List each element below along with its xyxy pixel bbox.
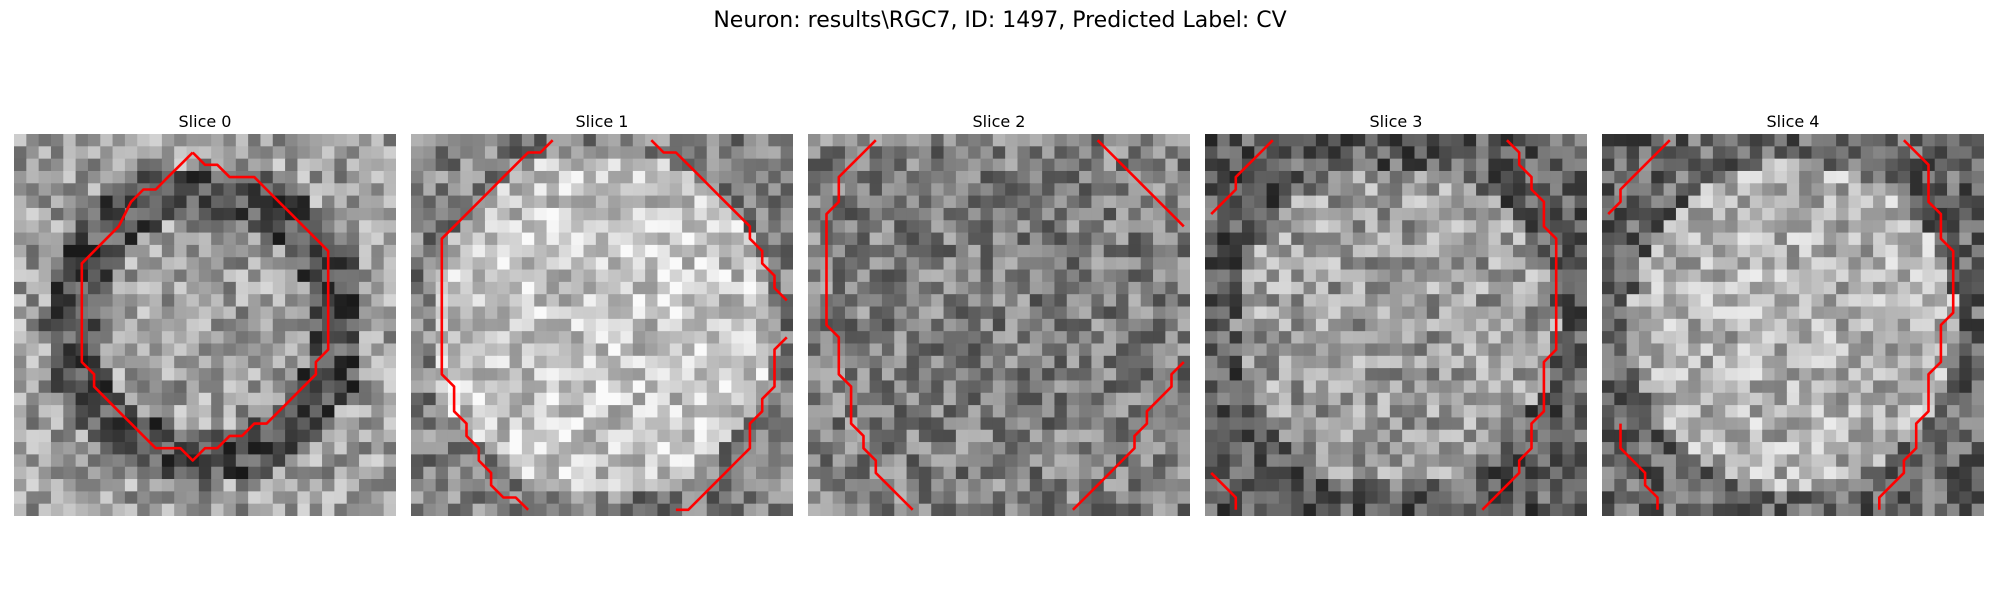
- slice-title-2: Slice 2: [972, 112, 1026, 131]
- contour-line-0-0: [80, 151, 330, 462]
- contour-line-1-0: [440, 139, 554, 511]
- slice-title-0: Slice 0: [178, 112, 232, 131]
- contour-line-4-1: [1877, 139, 1955, 510]
- contour-line-1-2: [675, 336, 788, 512]
- contour-line-3-2: [1210, 471, 1238, 510]
- contour-line-2-2: [1071, 361, 1185, 511]
- slice-title-1: Slice 1: [575, 112, 629, 131]
- contour-line-3-0: [1210, 139, 1274, 216]
- slice-panel-3: Slice 3: [1205, 110, 1587, 516]
- contour-line-3-1: [1481, 139, 1558, 511]
- contour-line-2-1: [1096, 139, 1185, 228]
- slice-title-3: Slice 3: [1369, 112, 1423, 131]
- slice-panel-4: Slice 4: [1602, 110, 1984, 516]
- slice-title-4: Slice 4: [1766, 112, 1820, 131]
- slice-panel-1: Slice 1: [411, 110, 793, 516]
- slice-image-0: [14, 134, 396, 516]
- contour-line-1-1: [650, 139, 788, 302]
- slice-panel-0: Slice 0: [14, 110, 396, 516]
- contour-line-4-0: [1607, 139, 1671, 216]
- slice-image-4: [1602, 134, 1984, 516]
- slice-image-1: [411, 134, 793, 516]
- figure-title: Neuron: results\RGC7, ID: 1497, Predicte…: [713, 8, 1287, 33]
- contour-line-4-2: [1619, 423, 1659, 510]
- slice-image-2: [808, 134, 1190, 516]
- slice-image-3: [1205, 134, 1587, 516]
- contour-line-2-0: [825, 139, 914, 511]
- slice-panel-2: Slice 2: [808, 110, 1190, 516]
